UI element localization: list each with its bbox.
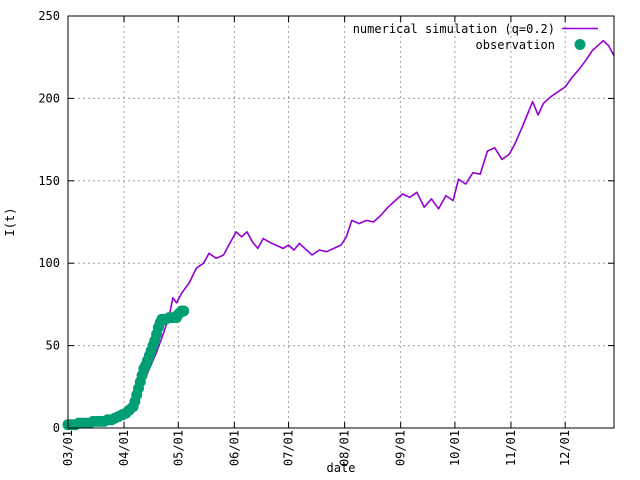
x-tick-label: 04/01 [117, 430, 131, 466]
x-tick-label: 03/01 [61, 430, 75, 466]
x-tick-label: 10/01 [448, 430, 462, 466]
observation-series [62, 305, 190, 431]
y-tick-label: 250 [38, 9, 60, 23]
x-tick-label: 05/01 [171, 430, 185, 466]
x-tick-label: 09/01 [394, 430, 408, 466]
plot-border [67, 15, 615, 429]
observation-point [178, 305, 190, 317]
y-tick-label: 50 [46, 339, 60, 353]
legend: numerical simulation (q=0.2) observation [353, 22, 598, 52]
legend-label-simulation: numerical simulation (q=0.2) [353, 22, 555, 36]
simulation-series [67, 39, 615, 426]
y-tick-label: 150 [38, 174, 60, 188]
x-tick-label: 11/01 [504, 430, 518, 466]
x-tick-label: 12/01 [558, 430, 572, 466]
grid-lines [67, 16, 614, 428]
x-axis-label: date [327, 461, 356, 475]
simulation-line [67, 39, 615, 426]
x-tick-label: 08/01 [338, 430, 352, 466]
y-tick-label: 200 [38, 91, 60, 105]
legend-label-observation: observation [476, 38, 555, 52]
y-tick-label: 100 [38, 256, 60, 270]
x-tick-label: 06/01 [227, 430, 241, 466]
y-tick-label: 0 [53, 421, 60, 435]
x-tick-label: 07/01 [282, 430, 296, 466]
y-axis-label: I(t) [3, 208, 17, 237]
legend-swatch-observation [574, 39, 586, 50]
axis-ticks: 0 50 100 150 200 250 03/01 04/01 05/01 06/01 07/01… [38, 9, 614, 466]
